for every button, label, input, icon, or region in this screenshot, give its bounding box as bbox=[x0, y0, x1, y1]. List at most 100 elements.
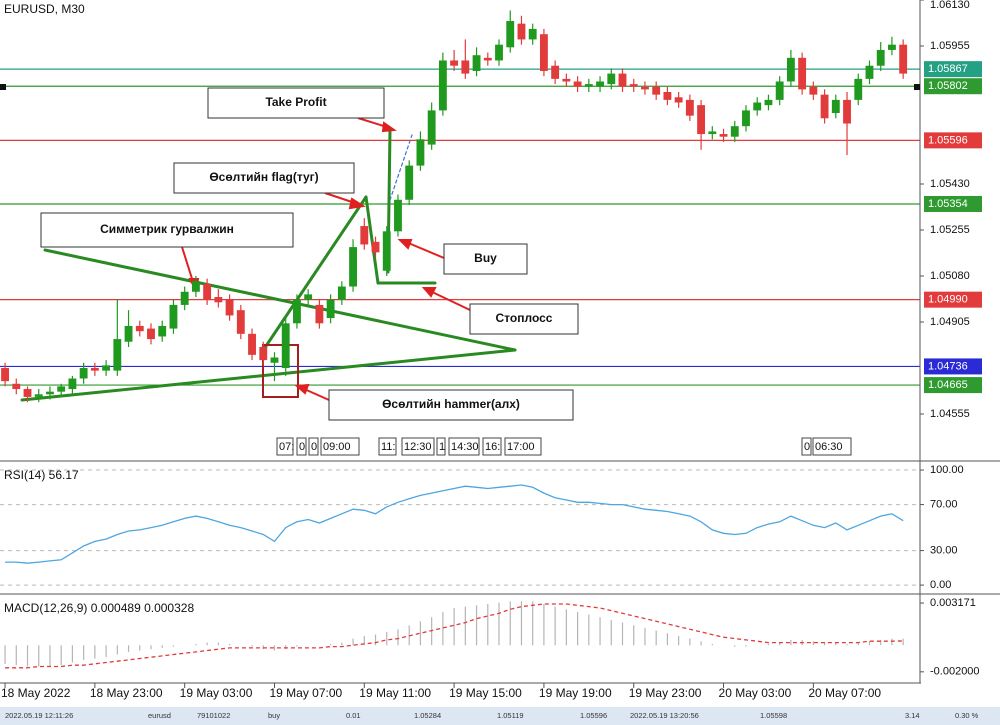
time-marker: 07: bbox=[279, 441, 294, 453]
time-marker: 12:30 bbox=[404, 441, 432, 453]
time-marker: 16: bbox=[485, 441, 500, 453]
time-marker: 11: bbox=[381, 441, 395, 453]
annotation-box bbox=[173, 162, 355, 194]
candle-body bbox=[1, 368, 9, 382]
candle-body bbox=[147, 328, 155, 340]
annotation-box bbox=[40, 212, 294, 248]
candle-body bbox=[641, 86, 649, 90]
price-tag-label: 1.04665 bbox=[928, 379, 968, 391]
status-cell: 0.01 bbox=[346, 711, 361, 720]
candle-body bbox=[23, 389, 32, 397]
triangle-lower bbox=[20, 348, 517, 402]
macd-title: MACD(12,26,9) 0.000489 0.000328 bbox=[4, 601, 194, 615]
price-tag-label: 1.04736 bbox=[928, 360, 968, 372]
y-tick-label: 1.05430 bbox=[930, 178, 970, 190]
price-tag bbox=[924, 78, 982, 95]
candle-body bbox=[46, 391, 54, 395]
candle-body bbox=[899, 44, 908, 74]
candle-body bbox=[798, 57, 807, 90]
candle-body bbox=[135, 325, 144, 332]
arrow bbox=[405, 241, 445, 259]
time-marker-box bbox=[801, 437, 812, 456]
y-tick-label: 1.06130 bbox=[930, 0, 970, 11]
time-marker-box bbox=[276, 437, 294, 456]
candle-body bbox=[573, 81, 582, 87]
time-marker-box bbox=[308, 437, 319, 456]
time-marker-box bbox=[436, 437, 446, 456]
candle-body bbox=[203, 283, 212, 300]
candle-body bbox=[483, 57, 492, 61]
status-cell: buy bbox=[268, 711, 280, 720]
annotation-box bbox=[328, 389, 574, 421]
annotation-text: Buy bbox=[474, 251, 497, 265]
candle-body bbox=[517, 23, 526, 40]
candle-body bbox=[259, 346, 268, 361]
candle-body bbox=[416, 139, 425, 166]
y-tick-label: 0.003171 bbox=[930, 597, 976, 609]
candle-body bbox=[158, 325, 167, 337]
y-tick-label: 30.00 bbox=[930, 544, 958, 556]
candle-body bbox=[450, 60, 459, 66]
candle-body bbox=[34, 394, 43, 397]
price-tag bbox=[924, 377, 982, 394]
candle-body bbox=[248, 333, 256, 355]
candle-body bbox=[371, 241, 380, 253]
x-tick-label: 18 May 23:00 bbox=[90, 686, 163, 700]
time-marker: 0 bbox=[299, 441, 305, 453]
signal-line bbox=[5, 603, 904, 669]
candle-body bbox=[461, 60, 470, 74]
y-tick-label: 1.04555 bbox=[930, 408, 970, 420]
candle-body bbox=[214, 297, 223, 303]
level-handle bbox=[914, 84, 920, 90]
status-cell: 2022.05.19 12:11:26 bbox=[5, 711, 73, 720]
y-tick-label: 1.04905 bbox=[930, 316, 970, 328]
x-tick-label: 19 May 03:00 bbox=[180, 686, 253, 700]
annotation-text: Стоплосс bbox=[496, 311, 553, 325]
time-marker: 1 bbox=[439, 441, 445, 453]
levels-layer bbox=[0, 68, 920, 386]
time-marker: 0 bbox=[804, 441, 810, 453]
annotation-text: Take Profit bbox=[265, 95, 326, 109]
candle-body bbox=[551, 65, 560, 79]
flag-side bbox=[364, 195, 380, 285]
candle-body bbox=[180, 291, 189, 305]
candle-body bbox=[753, 102, 762, 111]
price-tag bbox=[924, 195, 982, 212]
candle-body bbox=[764, 99, 773, 106]
x-tick-label: 19 May 19:00 bbox=[539, 686, 612, 700]
price-tag-label: 1.05354 bbox=[928, 198, 968, 210]
candle-body bbox=[304, 294, 313, 300]
hammer-box bbox=[262, 344, 299, 398]
candle-body bbox=[652, 86, 661, 95]
candle-body bbox=[79, 368, 88, 379]
candle-body bbox=[809, 86, 818, 95]
time-marker-box bbox=[482, 437, 502, 456]
candle-body bbox=[888, 44, 896, 50]
candle-body bbox=[506, 21, 515, 48]
candle-body bbox=[618, 73, 627, 87]
candle-body bbox=[719, 134, 728, 137]
status-cell: 1.05119 bbox=[497, 711, 524, 720]
rsi-line bbox=[5, 484, 904, 564]
price-tag-label: 1.05867 bbox=[928, 63, 968, 75]
price-tag bbox=[924, 61, 982, 78]
flag-pole bbox=[260, 195, 368, 354]
status-cell: 1.05596 bbox=[580, 711, 607, 720]
candle-body bbox=[775, 81, 784, 100]
arrow-head bbox=[381, 121, 397, 133]
y-tick-label: 1.05955 bbox=[930, 40, 970, 52]
time-marker: 0 bbox=[311, 441, 317, 453]
candle-body bbox=[629, 84, 638, 87]
candle-body bbox=[169, 304, 178, 329]
candle-body bbox=[865, 65, 874, 79]
x-tick-label: 20 May 03:00 bbox=[719, 686, 792, 700]
x-tick-label: 19 May 23:00 bbox=[629, 686, 702, 700]
y-tick-label: -0.002000 bbox=[930, 666, 980, 678]
candle-body bbox=[12, 383, 21, 390]
candle-body bbox=[113, 339, 122, 371]
status-cell: 2022.05.19 13:20:56 bbox=[630, 711, 699, 720]
y-tick-label: 70.00 bbox=[930, 498, 958, 510]
